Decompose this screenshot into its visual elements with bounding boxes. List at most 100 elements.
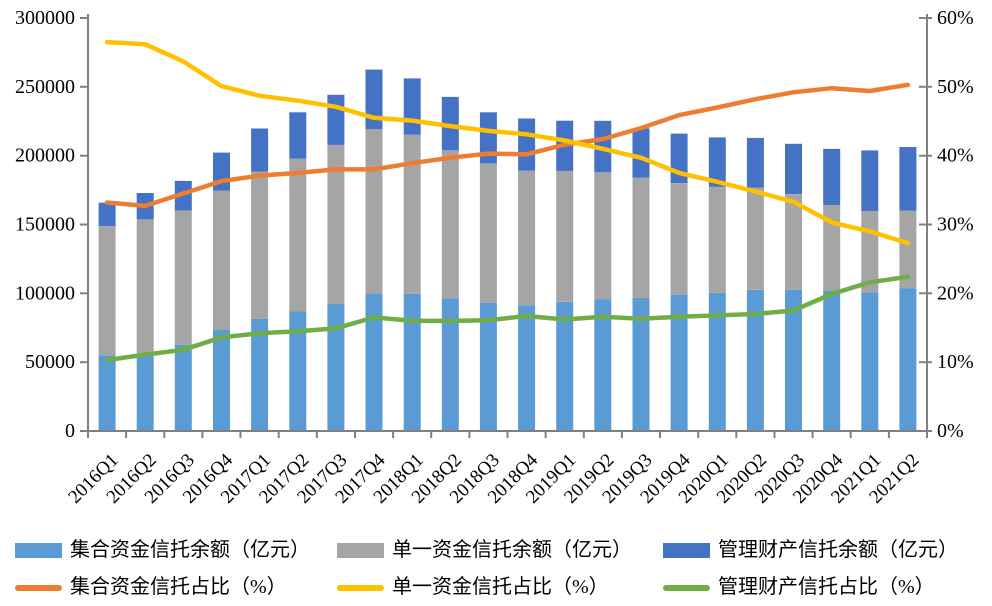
bar-segment	[823, 290, 841, 431]
bar-segment	[708, 137, 726, 187]
left-axis-tick-label: 100000	[15, 282, 75, 304]
left-axis-tick-label: 0	[65, 420, 75, 442]
right-axis-tick-label: 30%	[937, 214, 974, 236]
left-axis-tick-label: 250000	[15, 76, 75, 98]
left-axis-tick-label: 150000	[15, 214, 75, 236]
legend-label: 管理财产信托占比（%）	[718, 576, 935, 598]
bar-segment	[861, 150, 879, 211]
bar-segment	[441, 150, 459, 299]
legend-swatch-collective-balance	[15, 543, 62, 558]
bar-segment	[174, 344, 192, 431]
x-axis-labels: 2016Q12016Q22016Q32016Q42017Q12017Q22017…	[64, 449, 923, 507]
bar-segment	[441, 96, 459, 151]
bar-segment	[518, 170, 536, 306]
bar-segment	[746, 187, 764, 290]
left-axis: 0 50000 100000 150000 200000 250000 300000	[15, 7, 88, 442]
bar-segment	[785, 194, 802, 290]
bar-segment	[594, 299, 612, 431]
bar-segment	[556, 301, 574, 431]
bar-segment	[899, 210, 917, 289]
left-axis-tick-label: 200000	[15, 145, 75, 167]
bar-segment	[479, 112, 497, 164]
bar-segment	[403, 293, 421, 431]
bar-segment	[746, 137, 764, 188]
bar-segment	[289, 112, 307, 159]
right-axis-tick-label: 50%	[937, 76, 974, 98]
bar-segment	[251, 171, 269, 319]
bar-segment	[251, 128, 269, 172]
right-axis: 0% 10% 20% 30% 40% 50% 60%	[919, 7, 974, 442]
bar-segment	[785, 143, 802, 194]
legend-swatch-collective-share	[15, 584, 62, 591]
bar-segment	[136, 219, 154, 354]
right-axis-tick-label: 10%	[937, 351, 974, 373]
right-axis-tick-label: 20%	[937, 282, 974, 304]
bar-segment	[632, 177, 650, 298]
bar-segment	[518, 118, 536, 171]
line-series-collective-share	[104, 82, 911, 209]
legend-label: 单一资金信托余额（亿元）	[392, 539, 632, 561]
bar-series-single-balance	[98, 129, 917, 356]
bar-segment	[556, 170, 574, 302]
left-axis-tick-label: 300000	[15, 7, 75, 29]
legend-label: 管理财产信托余额（亿元）	[718, 539, 958, 561]
bar-segment	[98, 226, 116, 356]
right-axis-tick-label: 0%	[937, 420, 964, 442]
legend-label: 集合资金信托占比（%）	[70, 576, 287, 598]
legend-label: 集合资金信托余额（亿元）	[70, 539, 310, 561]
bar-segment	[746, 289, 764, 431]
bar-segment	[403, 78, 421, 135]
legend-item-property-balance: 管理财产信托余额（亿元）	[663, 540, 958, 561]
bar-segment	[441, 298, 459, 431]
bar-segment	[479, 302, 497, 431]
bar-segment	[670, 294, 688, 431]
left-axis-tick-label: 50000	[25, 351, 75, 373]
legend-item-single-balance: 单一资金信托余额（亿元）	[337, 540, 632, 561]
bar-segment	[823, 148, 841, 206]
legend-item-collective-share: 集合资金信托占比（%）	[15, 577, 287, 598]
line-series-property-share	[104, 274, 911, 363]
bar-segment	[670, 183, 688, 295]
bar-segment	[289, 158, 307, 312]
legend-label: 单一资金信托占比（%）	[392, 576, 609, 598]
bar-segment	[823, 205, 841, 291]
right-axis-tick-label: 40%	[937, 145, 974, 167]
bar-segment	[289, 311, 307, 431]
bar-segment	[632, 297, 650, 431]
right-axis-tick-label: 60%	[937, 7, 974, 29]
bar-segment	[365, 129, 383, 294]
legend-item-collective-balance: 集合资金信托余额（亿元）	[15, 540, 310, 561]
bar-series-collective-balance	[98, 288, 917, 431]
line-series-single-share	[104, 39, 911, 246]
legend-item-property-share: 管理财产信托占比（%）	[663, 577, 935, 598]
bar-segment	[174, 210, 192, 345]
bar-segment	[213, 190, 230, 330]
bar-segment	[98, 355, 116, 431]
bar-segment	[365, 293, 383, 431]
bar-segment	[861, 292, 879, 431]
bar-segment	[213, 330, 230, 431]
bar-segment	[708, 292, 726, 431]
bar-segment	[327, 94, 345, 145]
bar-segment	[251, 318, 269, 431]
bar-segment	[327, 144, 345, 304]
bar-segment	[899, 147, 917, 211]
bar-segment	[594, 172, 612, 300]
legend-swatch-property-balance	[663, 543, 710, 558]
x-axis-ticks	[87, 431, 928, 438]
trust-combo-chart: 0 50000 100000 150000 200000 250000 300000 0% 10…	[15, 7, 974, 508]
legend-item-single-share: 单一资金信托占比（%）	[337, 577, 609, 598]
bar-segment	[518, 305, 536, 431]
bar-segment	[632, 128, 650, 178]
bar-segment	[403, 134, 421, 294]
bar-segment	[136, 353, 154, 431]
bar-segment	[708, 186, 726, 293]
legend-swatch-property-share	[663, 584, 710, 591]
bar-segment	[785, 289, 802, 431]
legend-swatch-single-balance	[337, 543, 384, 558]
bar-segment	[479, 163, 497, 303]
bar-segment	[899, 288, 917, 431]
bar-segment	[98, 202, 116, 227]
bar-segment	[327, 303, 345, 431]
